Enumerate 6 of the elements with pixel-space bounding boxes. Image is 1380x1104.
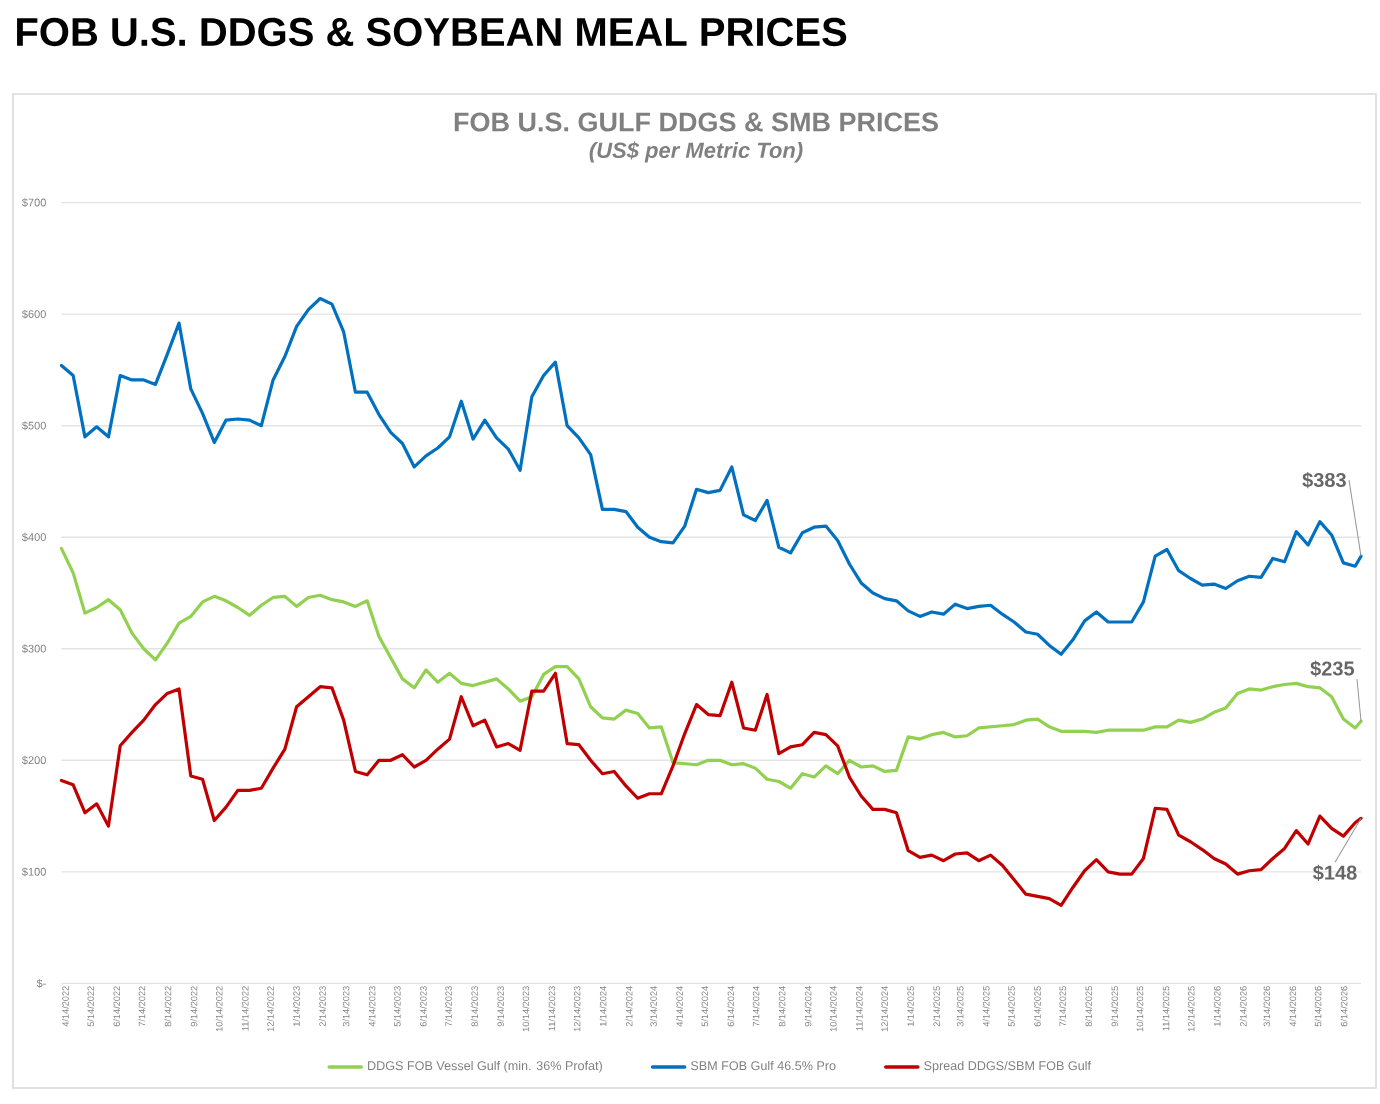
chart-title: FOB U.S. DDGS & SOYBEAN MEAL PRICES [17,17,847,47]
annotation: $148 [1313,864,1357,882]
annotation: $383 [1302,472,1346,489]
chart-subtitle: FOB U.S. GULF DDGS & SMB PRICES [454,112,938,132]
text: (US$ per Metric Ton) [589,141,803,163]
annotation: $235 [1310,660,1355,677]
